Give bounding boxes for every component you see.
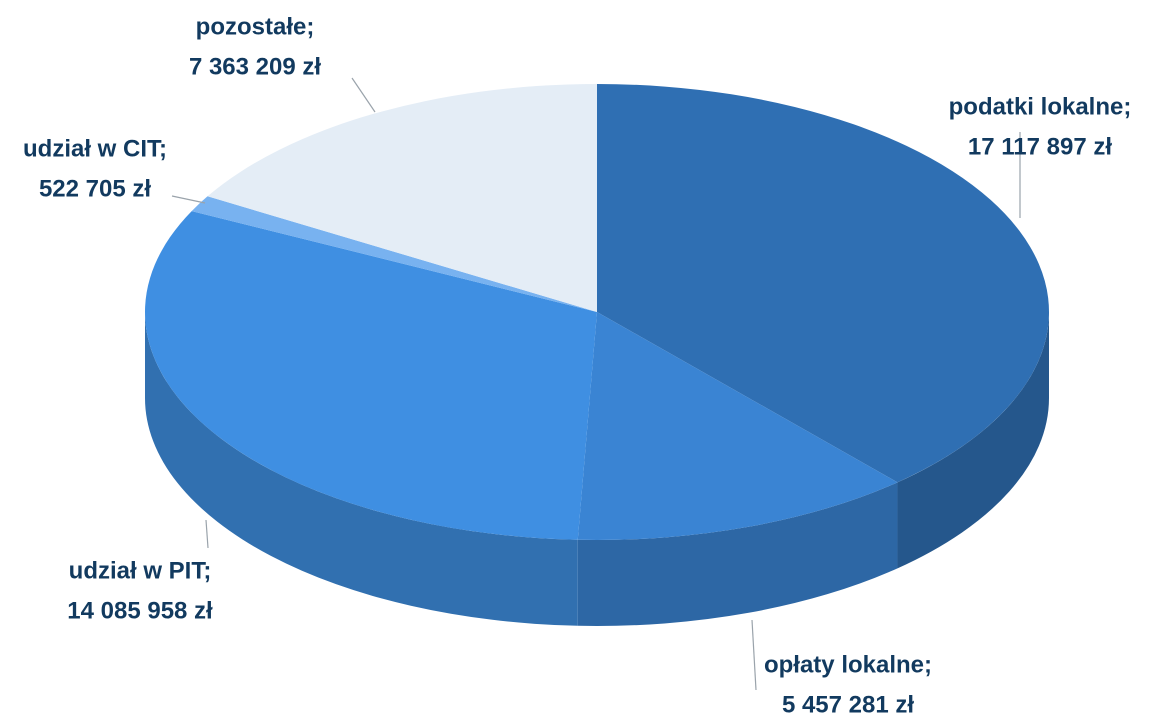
leader-line bbox=[751, 619, 757, 691]
slice-value-label: 7 363 209 zł bbox=[189, 53, 321, 80]
leader-line bbox=[351, 77, 376, 113]
pie-side bbox=[897, 312, 1049, 569]
slice-value-label: 5 457 281 zł bbox=[782, 691, 914, 717]
pie-side bbox=[577, 482, 898, 626]
slice-label: udział w CIT; bbox=[23, 135, 167, 162]
slice-value-label: 522 705 zł bbox=[39, 175, 151, 202]
slice-label: podatki lokalne; bbox=[949, 93, 1132, 120]
slice-value-label: 17 117 897 zł bbox=[968, 133, 1112, 160]
pie-slice bbox=[577, 312, 898, 540]
slice-label: opłaty lokalne; bbox=[764, 651, 932, 678]
pie-slice bbox=[207, 84, 597, 312]
leader-line bbox=[205, 519, 209, 549]
leader-line bbox=[171, 195, 206, 204]
slice-label: udział w PIT; bbox=[69, 557, 212, 584]
pie-slice bbox=[597, 84, 1049, 483]
slice-value-label: 14 085 958 zł bbox=[67, 597, 213, 624]
pie-slice bbox=[191, 196, 597, 312]
slice-label: pozostałe; bbox=[196, 13, 315, 40]
pie-side bbox=[145, 312, 578, 626]
pie-slice bbox=[144, 211, 598, 540]
